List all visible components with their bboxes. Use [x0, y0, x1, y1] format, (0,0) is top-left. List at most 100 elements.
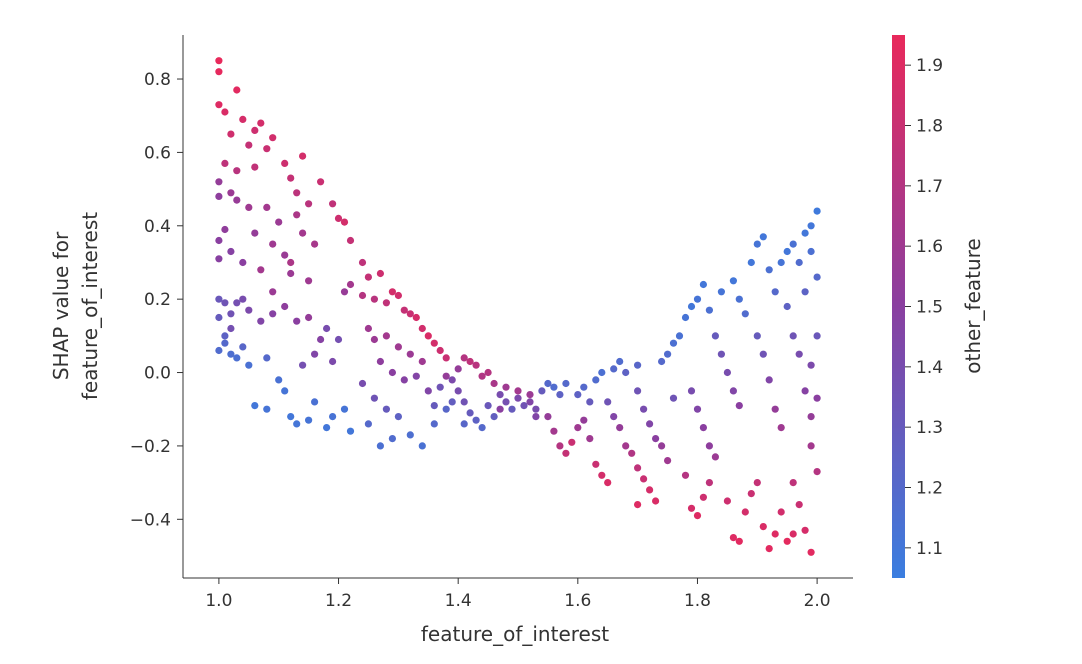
scatter-point — [233, 354, 241, 362]
scatter-point — [568, 438, 576, 446]
scatter-point — [634, 501, 642, 509]
scatter-point — [646, 420, 654, 428]
scatter-point — [717, 350, 726, 358]
scatter-point — [753, 332, 761, 340]
scatter-point — [406, 310, 414, 318]
scatter-point — [669, 394, 678, 402]
scatter-point — [376, 357, 384, 366]
scatter-point — [520, 402, 528, 410]
scatter-point — [771, 405, 779, 413]
scatter-point — [227, 350, 235, 358]
scatter-point — [747, 258, 755, 267]
scatter-point — [227, 324, 235, 333]
scatter-point — [317, 178, 325, 186]
scatter-point — [735, 402, 743, 410]
scatter-point — [514, 387, 522, 395]
scatter-point — [813, 207, 821, 215]
scatter-point — [215, 313, 223, 322]
scatter-point — [741, 508, 749, 516]
scatter-point — [275, 218, 283, 226]
x-tick-label: 2.0 — [804, 591, 831, 611]
scatter-points — [215, 57, 821, 556]
scatter-point — [442, 372, 450, 380]
scatter-point — [460, 420, 468, 428]
scatter-point — [263, 405, 271, 413]
x-tick-label: 1.6 — [564, 591, 591, 611]
scatter-point — [311, 398, 319, 406]
scatter-point — [765, 545, 773, 553]
scatter-point — [245, 141, 253, 149]
scatter-point — [227, 247, 235, 256]
scatter-point — [496, 391, 504, 399]
colorbar-tick-label: 1.9 — [916, 56, 943, 76]
scatter-point — [664, 350, 672, 358]
colorbar-tick-label: 1.6 — [916, 237, 943, 257]
scatter-point — [215, 57, 223, 65]
scatter-point — [813, 273, 821, 281]
scatter-point — [269, 288, 277, 296]
scatter-point — [287, 258, 295, 267]
scatter-point — [245, 203, 253, 211]
scatter-point — [610, 365, 618, 373]
scatter-point — [813, 468, 821, 476]
y-tick-label: 0.2 — [144, 290, 171, 310]
scatter-point — [795, 258, 803, 267]
scatter-point — [233, 167, 241, 175]
scatter-point — [221, 225, 229, 234]
scatter-point — [681, 313, 690, 322]
scatter-point — [334, 214, 343, 222]
scatter-point — [807, 361, 815, 369]
scatter-point — [221, 108, 229, 116]
scatter-point — [227, 189, 235, 197]
scatter-point — [544, 379, 552, 388]
y-tick-label: 0.6 — [144, 143, 171, 163]
scatter-point — [388, 288, 396, 296]
scatter-point — [299, 229, 307, 237]
x-tick-label: 1.4 — [445, 591, 472, 611]
scatter-point — [783, 302, 791, 311]
scatter-point — [442, 354, 450, 362]
scatter-point — [586, 398, 594, 406]
scatter-point — [604, 479, 612, 487]
scatter-point — [622, 368, 630, 377]
scatter-point — [598, 471, 606, 479]
scatter-point — [305, 313, 313, 322]
scatter-point — [215, 346, 223, 355]
scatter-point — [789, 240, 797, 248]
scatter-point — [526, 398, 534, 406]
scatter-point — [801, 288, 809, 296]
scatter-point — [723, 497, 732, 505]
scatter-point — [215, 178, 223, 186]
scatter-point — [640, 475, 648, 483]
scatter-point — [281, 159, 289, 167]
scatter-point — [711, 453, 720, 461]
scatter-point — [699, 280, 708, 289]
colorbar-tick-label: 1.1 — [916, 539, 943, 559]
scatter-point — [478, 424, 486, 432]
scatter-point — [215, 236, 223, 245]
scatter-point — [723, 368, 732, 377]
scatter-point — [699, 424, 708, 432]
scatter-point — [580, 383, 588, 391]
scatter-point — [305, 416, 313, 424]
scatter-point — [364, 420, 372, 428]
scatter-point — [508, 405, 516, 413]
scatter-point — [574, 391, 582, 399]
scatter-point — [436, 383, 444, 391]
scatter-point — [735, 537, 743, 545]
scatter-point — [693, 511, 702, 520]
scatter-point — [729, 277, 738, 285]
scatter-point — [526, 391, 534, 399]
scatter-point — [215, 255, 223, 263]
scatter-point — [227, 310, 235, 318]
colorbar-title: other_feature — [961, 238, 985, 374]
scatter-point — [239, 343, 247, 351]
scatter-point — [400, 306, 408, 314]
colorbar-tick-label: 1.8 — [916, 117, 943, 137]
scatter-point — [317, 335, 325, 344]
scatter-point — [340, 218, 349, 226]
scatter-point — [257, 266, 265, 274]
x-axis-title: feature_of_interest — [421, 622, 609, 646]
x-axis-ticks: 1.0 1.2 1.4 1.6 1.8 2.0 — [205, 578, 831, 611]
